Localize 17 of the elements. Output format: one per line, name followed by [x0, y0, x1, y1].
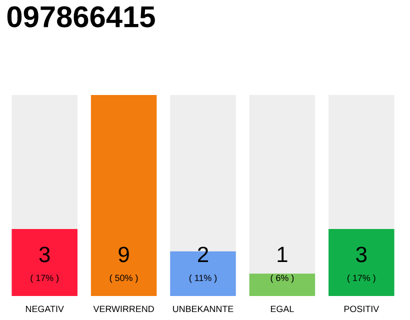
annotation: ( 6% ) [270, 274, 294, 283]
data-label: 1 [278, 246, 288, 262]
bar [249, 274, 316, 296]
x-tick-label: UNBEKANNTE [173, 306, 234, 312]
x-tick-label: POSITIV [344, 306, 380, 312]
data-label: 9 [118, 246, 129, 262]
data-label: 2 [198, 246, 208, 262]
x-tick-label: NEGATIV [26, 306, 64, 312]
annotation: ( 17% ) [348, 274, 376, 283]
annotation: ( 50% ) [110, 274, 138, 283]
x-tick-label: VERWIRREND [93, 306, 154, 312]
x-tick-label: EGAL [270, 306, 294, 312]
annotation: ( 11% ) [189, 274, 217, 283]
annotation: ( 17% ) [30, 274, 58, 283]
data-label: 3 [356, 246, 367, 262]
chart-title: 097866415 [7, 6, 155, 28]
data-label: 3 [39, 246, 50, 262]
